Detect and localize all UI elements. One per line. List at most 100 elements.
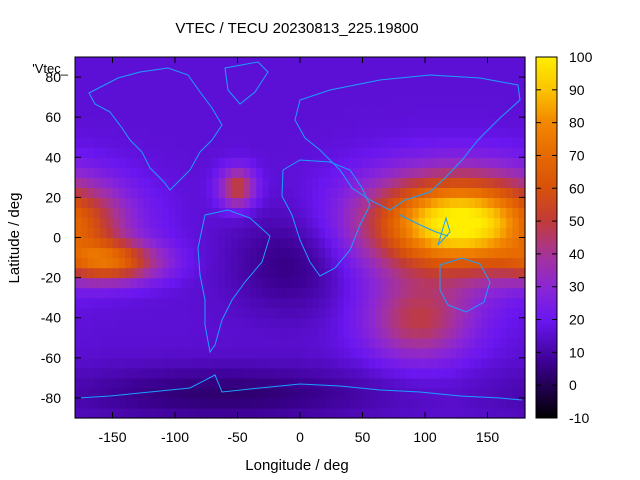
heatmap-cell: [75, 97, 82, 108]
heatmap-cell: [225, 97, 232, 108]
colorbar-tick-label: 90: [569, 82, 585, 98]
heatmap-cell: [312, 197, 320, 209]
heatmap-cell: [418, 207, 426, 219]
heatmap-cell: [231, 117, 239, 128]
heatmap-cell: [106, 107, 114, 118]
heatmap-cell: [218, 87, 226, 98]
heatmap-cell: [212, 277, 220, 289]
heatmap-cell: [156, 227, 164, 239]
heatmap-cell: [375, 147, 382, 158]
x-tick-label: -50: [227, 429, 247, 445]
heatmap-cell: [162, 307, 170, 319]
heatmap-cell: [437, 257, 445, 269]
heatmap-cell: [462, 87, 470, 98]
heatmap-cell: [200, 327, 207, 339]
heatmap-cell: [118, 217, 126, 229]
heatmap-cell: [212, 97, 220, 108]
heatmap-cell: [262, 67, 270, 78]
heatmap-cell: [425, 67, 432, 78]
heatmap-cell: [75, 87, 82, 98]
heatmap-cell: [387, 287, 395, 299]
heatmap-cell: [356, 327, 364, 339]
heatmap-cell: [412, 127, 420, 138]
heatmap-cell: [350, 257, 357, 269]
heatmap-cell: [456, 97, 464, 108]
heatmap-cell: [193, 347, 201, 359]
heatmap-cell: [287, 197, 295, 209]
heatmap-cell: [250, 367, 257, 379]
heatmap-cell: [243, 337, 251, 349]
heatmap-cell: [375, 187, 382, 198]
heatmap-cell: [518, 227, 526, 239]
heatmap-cell: [175, 377, 182, 389]
heatmap-cell: [200, 297, 207, 309]
heatmap-cell: [393, 377, 401, 389]
heatmap-cell: [343, 187, 351, 198]
heatmap-cell: [506, 317, 514, 329]
heatmap-cell: [506, 127, 514, 138]
heatmap-cell: [418, 197, 426, 209]
heatmap-cell: [100, 397, 107, 409]
colorbar-tick-label: 70: [569, 147, 585, 163]
heatmap-cell: [456, 247, 464, 259]
heatmap-cell: [331, 97, 339, 108]
heatmap-cell: [500, 247, 507, 259]
heatmap-cell: [225, 87, 232, 98]
heatmap-cell: [400, 317, 407, 329]
heatmap-cell: [300, 57, 307, 68]
heatmap-cell: [362, 267, 370, 279]
heatmap-cell: [362, 297, 370, 309]
heatmap-cell: [243, 387, 251, 399]
heatmap-cell: [400, 147, 407, 158]
heatmap-cell: [500, 137, 507, 148]
heatmap-cell: [487, 327, 495, 339]
heatmap-cell: [175, 397, 182, 409]
heatmap-cell: [475, 97, 482, 108]
heatmap-cell: [143, 137, 151, 148]
heatmap-cell: [225, 237, 232, 249]
heatmap-cell: [187, 117, 195, 128]
heatmap-cell: [475, 397, 482, 409]
heatmap-cell: [262, 337, 270, 349]
heatmap-cell: [293, 367, 301, 379]
heatmap-cell: [387, 57, 395, 68]
heatmap-cell: [106, 177, 114, 188]
heatmap-cell: [256, 117, 264, 128]
heatmap-cell: [100, 227, 107, 239]
heatmap-cell: [443, 347, 451, 359]
heatmap-cell: [225, 367, 232, 379]
heatmap-cell: [293, 397, 301, 409]
heatmap-cell: [206, 357, 214, 369]
heatmap-cell: [375, 397, 382, 409]
heatmap-cell: [443, 327, 451, 339]
heatmap-cell: [468, 147, 476, 158]
heatmap-cell: [75, 77, 82, 88]
heatmap-cell: [493, 127, 501, 138]
y-tick-label: -20: [41, 270, 61, 286]
heatmap-cell: [462, 117, 470, 128]
heatmap-cell: [225, 127, 232, 138]
heatmap-cell: [500, 67, 507, 78]
heatmap-cell: [181, 207, 189, 219]
heatmap-cell: [125, 397, 132, 409]
heatmap-cell: [350, 157, 357, 168]
heatmap-cell: [131, 227, 139, 239]
heatmap-cell: [200, 257, 207, 269]
heatmap-cell: [343, 377, 351, 389]
heatmap-cell: [237, 247, 245, 259]
heatmap-cell: [212, 267, 220, 279]
heatmap-cell: [93, 307, 101, 319]
heatmap-cell: [200, 57, 207, 68]
heatmap-cell: [487, 377, 495, 389]
heatmap-cell: [137, 327, 145, 339]
heatmap-cell: [412, 257, 420, 269]
heatmap-cell: [400, 247, 407, 259]
heatmap-cell: [268, 257, 276, 269]
heatmap-cell: [300, 127, 307, 138]
heatmap-cell: [481, 187, 489, 198]
heatmap-cell: [262, 207, 270, 219]
heatmap-cell: [500, 357, 507, 369]
heatmap-cell: [81, 267, 89, 279]
heatmap-cell: [325, 147, 332, 158]
